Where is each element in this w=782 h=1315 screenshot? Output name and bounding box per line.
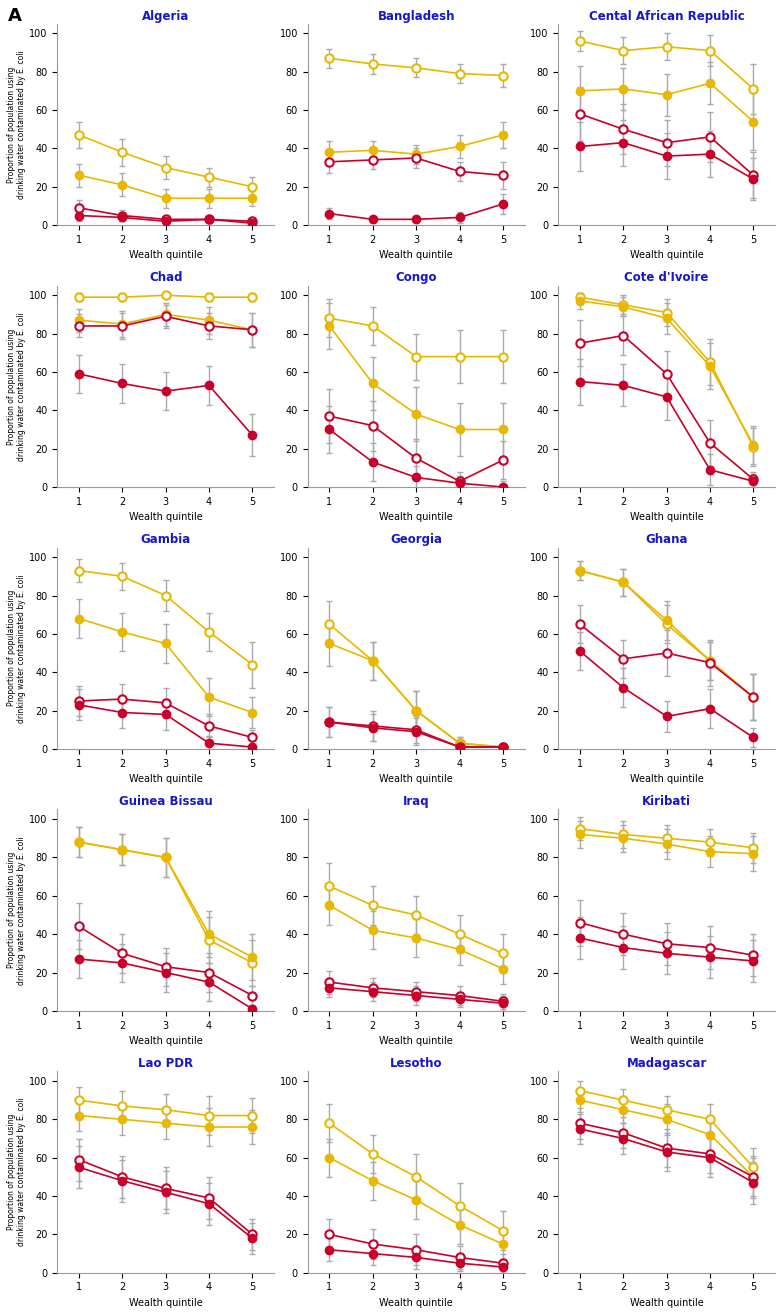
X-axis label: Wealth quintile: Wealth quintile (129, 1298, 203, 1308)
X-axis label: Wealth quintile: Wealth quintile (630, 1298, 704, 1308)
Title: Chad: Chad (149, 271, 182, 284)
Title: Cote d'Ivoire: Cote d'Ivoire (625, 271, 708, 284)
Title: Lesotho: Lesotho (390, 1057, 443, 1070)
Y-axis label: Proportion of population using
drinking water contaminated by E. coli: Proportion of population using drinking … (7, 312, 27, 460)
Y-axis label: Proportion of population using
drinking water contaminated by E. coli: Proportion of population using drinking … (7, 1098, 27, 1247)
Title: Gambia: Gambia (141, 534, 191, 547)
Title: Ghana: Ghana (645, 534, 688, 547)
Title: Lao PDR: Lao PDR (138, 1057, 193, 1070)
X-axis label: Wealth quintile: Wealth quintile (630, 513, 704, 522)
X-axis label: Wealth quintile: Wealth quintile (129, 250, 203, 260)
Title: Congo: Congo (396, 271, 437, 284)
X-axis label: Wealth quintile: Wealth quintile (630, 1036, 704, 1047)
X-axis label: Wealth quintile: Wealth quintile (129, 513, 203, 522)
X-axis label: Wealth quintile: Wealth quintile (630, 250, 704, 260)
X-axis label: Wealth quintile: Wealth quintile (379, 1036, 453, 1047)
Title: Guinea Bissau: Guinea Bissau (119, 796, 213, 809)
Y-axis label: Proportion of population using
drinking water contaminated by E. coli: Proportion of population using drinking … (7, 836, 27, 985)
X-axis label: Wealth quintile: Wealth quintile (379, 775, 453, 784)
X-axis label: Wealth quintile: Wealth quintile (129, 1036, 203, 1047)
Title: Kiribati: Kiribati (642, 796, 691, 809)
Title: Bangladesh: Bangladesh (378, 9, 455, 22)
X-axis label: Wealth quintile: Wealth quintile (379, 513, 453, 522)
Title: Cental African Republic: Cental African Republic (589, 9, 744, 22)
X-axis label: Wealth quintile: Wealth quintile (630, 775, 704, 784)
X-axis label: Wealth quintile: Wealth quintile (379, 1298, 453, 1308)
X-axis label: Wealth quintile: Wealth quintile (129, 775, 203, 784)
Y-axis label: Proportion of population using
drinking water contaminated by E. coli: Proportion of population using drinking … (7, 573, 27, 723)
Title: Iraq: Iraq (403, 796, 429, 809)
Title: Madagascar: Madagascar (626, 1057, 707, 1070)
Title: Georgia: Georgia (390, 534, 442, 547)
Text: A: A (8, 7, 22, 25)
X-axis label: Wealth quintile: Wealth quintile (379, 250, 453, 260)
Title: Algeria: Algeria (142, 9, 189, 22)
Y-axis label: Proportion of population using
drinking water contaminated by E. coli: Proportion of population using drinking … (7, 50, 27, 199)
